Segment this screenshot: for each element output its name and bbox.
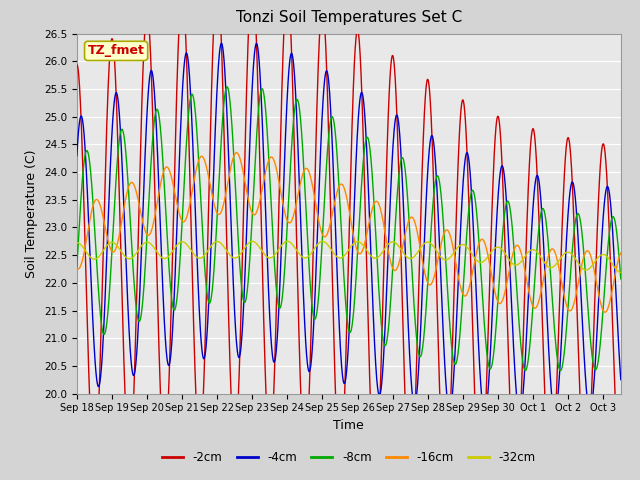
Y-axis label: Soil Temperature (C): Soil Temperature (C) [25,149,38,278]
X-axis label: Time: Time [333,419,364,432]
Title: Tonzi Soil Temperatures Set C: Tonzi Soil Temperatures Set C [236,11,462,25]
Legend: -2cm, -4cm, -8cm, -16cm, -32cm: -2cm, -4cm, -8cm, -16cm, -32cm [157,446,540,469]
Text: TZ_fmet: TZ_fmet [88,44,145,58]
